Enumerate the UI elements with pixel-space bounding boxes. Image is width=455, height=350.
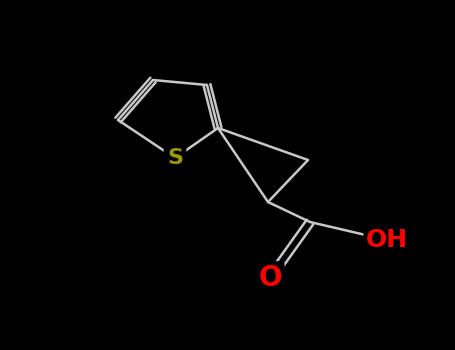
Text: OH: OH: [366, 228, 408, 252]
Text: S: S: [167, 148, 183, 168]
Text: O: O: [258, 264, 282, 292]
